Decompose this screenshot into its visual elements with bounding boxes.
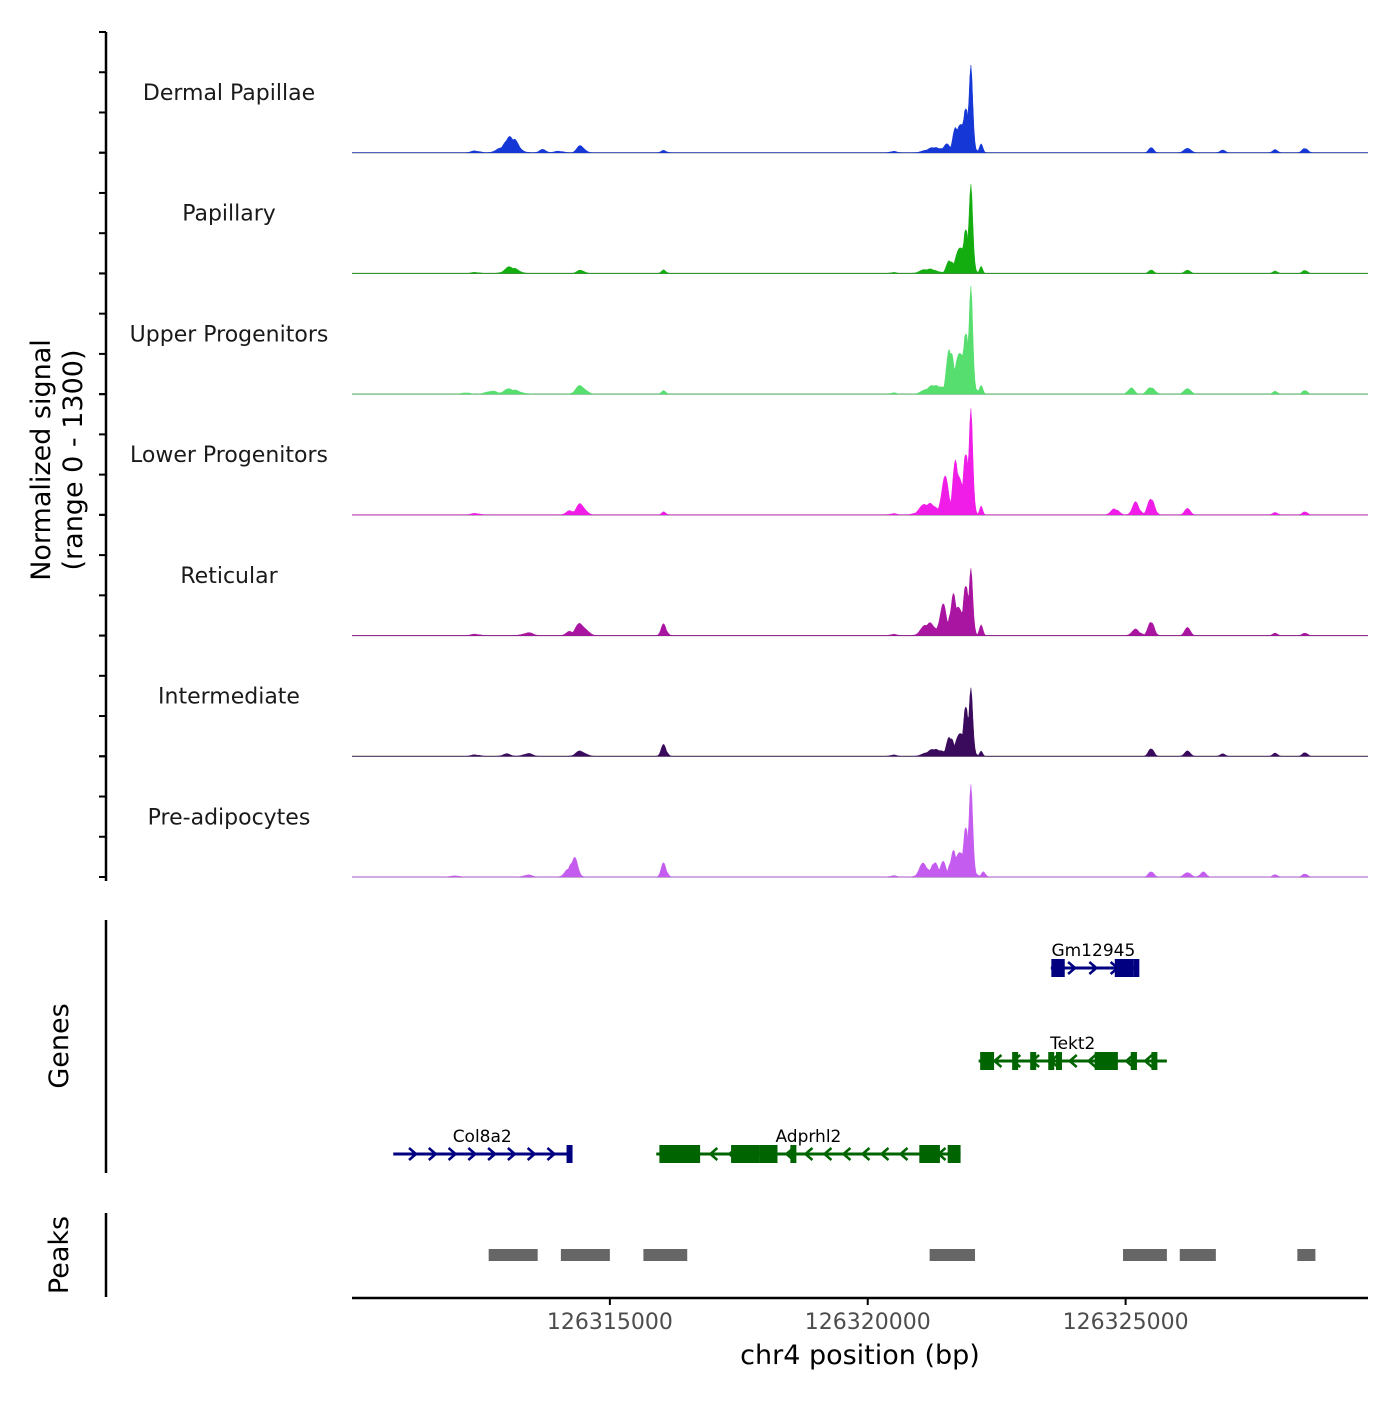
gene-exon — [566, 1145, 573, 1163]
strand-chevron — [822, 1147, 833, 1161]
gene-exon — [980, 1052, 995, 1070]
coverage-track: Papillary — [182, 184, 1369, 274]
peak-region — [560, 1249, 610, 1261]
gene-exon — [919, 1145, 940, 1163]
track-label: Reticular — [180, 564, 278, 589]
peak-region — [488, 1249, 538, 1261]
coverage-area — [351, 568, 1369, 636]
genes-ylabel: Genes — [44, 1003, 75, 1088]
strand-chevron — [1088, 961, 1099, 975]
gene-label: Col8a2 — [453, 1127, 512, 1147]
peak-region — [929, 1249, 976, 1261]
coverage-track: Intermediate — [158, 685, 1369, 757]
gene-exon — [1151, 1052, 1158, 1070]
x-axis-title: chr4 position (bp) — [740, 1340, 980, 1371]
gene-exon — [1030, 1052, 1037, 1070]
strand-chevron — [408, 1147, 418, 1161]
strand-chevron — [467, 1147, 478, 1161]
coverage-tracks: Dermal Papillae Papillary Upper Progenitor… — [130, 64, 1369, 878]
track-label: Dermal Papillae — [143, 81, 315, 106]
gene-model: Adprhl2 — [656, 1127, 961, 1163]
gene-exon — [1055, 1052, 1062, 1070]
strand-chevron — [546, 1147, 557, 1161]
coverage-area — [351, 687, 1369, 757]
coverage-ylabel-line2: (range 0 - 1300) — [58, 350, 89, 571]
peak-panel — [104, 1213, 1316, 1297]
gene-label: Tekt2 — [1049, 1034, 1095, 1054]
strand-chevron — [708, 1147, 719, 1161]
strand-chevron — [1143, 1054, 1153, 1068]
track-label: Lower Progenitors — [130, 443, 328, 468]
peaks-ylabel: Peaks — [44, 1216, 75, 1294]
coverage-track: Pre-adipocytes — [148, 784, 1368, 878]
strand-chevron — [803, 1147, 814, 1161]
track-label: Papillary — [182, 202, 276, 227]
strand-chevron — [507, 1147, 517, 1161]
gene-exon — [1012, 1052, 1019, 1070]
coverage-area — [351, 184, 1369, 274]
x-tick-label: 126325000 — [1063, 1310, 1189, 1335]
gene-exon — [1051, 959, 1065, 977]
coverage-y-axis — [99, 31, 108, 881]
gene-exon — [1094, 1052, 1118, 1070]
strand-chevron — [1067, 961, 1078, 975]
strand-chevron — [1086, 1054, 1097, 1068]
strand-chevron — [860, 1147, 871, 1161]
track-label: Pre-adipocytes — [148, 805, 311, 830]
strand-chevron — [898, 1147, 909, 1161]
coverage-area — [351, 64, 1369, 153]
coverage-track: Dermal Papillae — [143, 64, 1369, 154]
coverage-area — [352, 784, 1368, 878]
coverage-track: Reticular — [180, 564, 1369, 637]
strand-chevron — [487, 1147, 498, 1161]
gene-exon — [1133, 959, 1140, 977]
gene-exon — [947, 1145, 961, 1163]
x-axis: 126315000 126320000 126325000 — [352, 1296, 1368, 1335]
peak-region — [1179, 1249, 1216, 1261]
strand-chevron — [841, 1147, 852, 1161]
gene-exon — [1048, 1052, 1055, 1070]
gene-exon — [731, 1145, 760, 1163]
gene-model: Tekt2 — [978, 1034, 1167, 1070]
gene-label: Gm12945 — [1051, 941, 1135, 961]
strand-chevron — [427, 1147, 438, 1161]
gene-panel: Gm12945 Tekt2 Col8a2 Adprhl2 — [104, 920, 1167, 1173]
gene-label: Adprhl2 — [775, 1127, 841, 1147]
track-label: Intermediate — [158, 685, 300, 710]
gene-exon — [790, 1145, 797, 1163]
coverage-track: Upper Progenitors — [130, 285, 1369, 395]
strand-chevron — [447, 1147, 458, 1161]
x-tick-label: 126320000 — [805, 1310, 931, 1335]
coverage-track: Lower Progenitors — [130, 408, 1369, 516]
strand-chevron — [879, 1147, 890, 1161]
peak-region — [643, 1249, 688, 1261]
gene-exon — [759, 1145, 778, 1163]
track-label: Upper Progenitors — [130, 322, 329, 347]
peak-region — [1123, 1249, 1167, 1261]
coverage-area — [351, 285, 1369, 395]
x-tick-label: 126315000 — [547, 1310, 673, 1335]
gene-model: Gm12945 — [1050, 941, 1140, 977]
strand-chevron — [1067, 1054, 1078, 1068]
strand-chevron — [992, 1054, 1003, 1068]
gene-model: Col8a2 — [393, 1127, 573, 1163]
coverage-ylabel-line1: Normalized signal — [26, 339, 57, 581]
gene-exon — [659, 1145, 701, 1163]
strand-chevron — [526, 1147, 537, 1161]
peak-region — [1297, 1249, 1316, 1261]
gene-exon — [1130, 1052, 1137, 1070]
gene-exon — [1114, 959, 1134, 977]
coverage-area — [351, 408, 1369, 516]
